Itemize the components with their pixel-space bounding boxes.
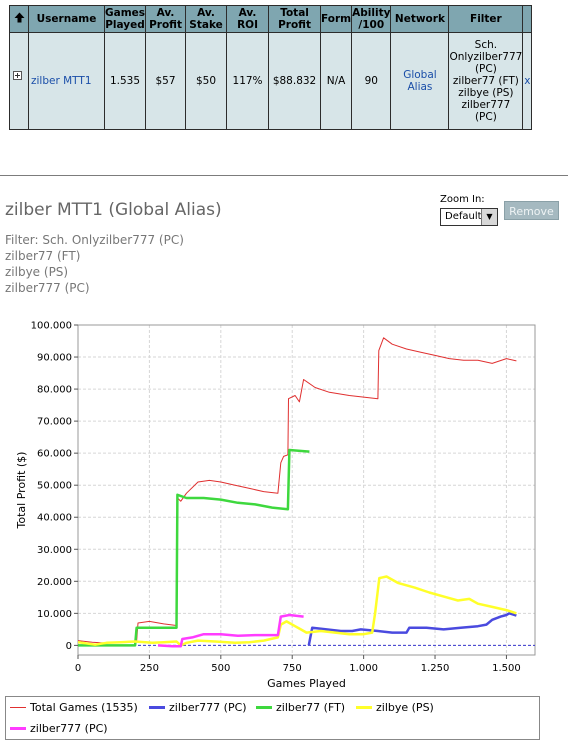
sort-up-arrow-icon[interactable] xyxy=(14,12,25,23)
cell-filter: Sch. Onlyzilber777 (PC) zilber77 (FT) zi… xyxy=(448,32,524,130)
y-tick-label: 10.000 xyxy=(37,609,72,620)
x-tick-label: 250 xyxy=(140,663,159,674)
y-tick-label: 70.000 xyxy=(37,417,72,428)
header-av-profit[interactable]: Av. Profit xyxy=(145,5,187,33)
cell-av-roi: 117% xyxy=(226,32,270,130)
y-tick-label: 60.000 xyxy=(37,449,72,460)
legend-item-zilber777-pc: zilber777 (PC) xyxy=(149,701,247,715)
y-tick-label: 80.000 xyxy=(37,385,72,396)
filter-line: Sch. xyxy=(474,39,498,51)
filter-line: (PC) xyxy=(474,63,497,75)
series-layer xyxy=(77,337,517,648)
axis-layer: 0 10.000 20.000 30.000 40.000 50.000 60.000 70.… xyxy=(31,321,521,675)
section-divider xyxy=(0,175,568,176)
sort-column-header[interactable] xyxy=(9,5,29,33)
x-tick-label: 0 xyxy=(75,663,81,674)
legend-item-zilbye-ps: zilbye (PS) xyxy=(356,701,434,715)
series-line-0 xyxy=(77,337,517,644)
legend-swatch xyxy=(10,706,26,708)
x-tick-label: 1.250 xyxy=(421,663,450,674)
cell-network[interactable]: Global Alias xyxy=(390,32,450,130)
legend-item-total-games: Total Games (1535) xyxy=(10,701,138,715)
series-line-3 xyxy=(77,575,517,647)
header-av-stake[interactable]: Av. Stake xyxy=(185,5,228,33)
table-header-row: Username Games Played Av. Profit Av. Stake … xyxy=(9,5,533,33)
profit-chart: 0 10.000 20.000 30.000 40.000 50.000 60.000 70.… xyxy=(15,321,536,690)
remove-row-button[interactable]: x xyxy=(524,75,531,87)
username-link[interactable]: zilber MTT1 xyxy=(31,75,92,87)
network-link[interactable]: Global Alias xyxy=(403,69,437,93)
x-tick-label: 500 xyxy=(211,663,230,674)
y-tick-label: 100.000 xyxy=(31,321,72,332)
filter-line: zilber777 xyxy=(461,99,511,111)
filter-line: zilber77 (FT) xyxy=(452,75,519,87)
chart-filter-text: Filter: Sch. Onlyzilber777 (PC) zilber77… xyxy=(5,232,184,296)
cell-form: N/A xyxy=(320,32,353,130)
legend-swatch xyxy=(256,705,272,709)
legend-swatch xyxy=(10,726,26,730)
cell-games-played: 1.535 xyxy=(103,32,147,130)
expand-cell[interactable] xyxy=(9,32,29,130)
remove-button[interactable]: Remove xyxy=(504,201,559,220)
header-username[interactable]: Username xyxy=(28,5,105,33)
cell-av-stake: $50 xyxy=(185,32,228,130)
legend-swatch xyxy=(149,705,165,709)
cell-username[interactable]: zilber MTT1 xyxy=(28,32,105,130)
header-filter[interactable]: Filter xyxy=(448,5,524,33)
header-total-profit[interactable]: Total Profit xyxy=(268,5,322,33)
y-tick-label: 90.000 xyxy=(37,353,72,364)
cell-remove[interactable]: x xyxy=(522,32,533,130)
player-stats-table: Username Games Played Av. Profit Av. Stake … xyxy=(9,5,533,130)
filter-line: zilbye (PS) xyxy=(458,87,514,99)
header-av-roi[interactable]: Av. ROI xyxy=(226,5,270,33)
y-tick-label: 30.000 xyxy=(37,545,72,556)
chart-grid xyxy=(77,324,535,655)
zoom-select[interactable]: Default ▼ xyxy=(440,208,498,226)
header-form[interactable]: Form xyxy=(320,5,353,33)
filter-text-line: zilber77 (FT) xyxy=(5,249,81,263)
header-games-played[interactable]: Games Played xyxy=(103,5,147,33)
cell-total-profit: $88.832 xyxy=(268,32,322,130)
zoom-label: Zoom In: xyxy=(440,194,485,205)
header-remove xyxy=(522,5,533,33)
y-tick-label: 40.000 xyxy=(37,513,72,524)
legend-item-zilber777-pc-2: zilber777 (PC) xyxy=(10,722,108,736)
series-line-2 xyxy=(78,448,310,647)
chart-legend: Total Games (1535) zilber777 (PC) zilber… xyxy=(5,696,540,740)
x-tick-label: 1.000 xyxy=(349,663,378,674)
y-tick-label: 50.000 xyxy=(37,481,72,492)
chart-title: zilber MTT1 (Global Alias) xyxy=(5,200,222,220)
y-tick-label: 0 xyxy=(66,641,72,652)
filter-line: (PC) xyxy=(474,111,497,123)
y-tick-label: 20.000 xyxy=(37,577,72,588)
expand-plus-icon[interactable] xyxy=(13,71,22,80)
filter-line: Onlyzilber777 xyxy=(449,51,523,63)
x-axis-label: Games Played xyxy=(267,677,346,690)
dropdown-arrow-icon[interactable]: ▼ xyxy=(481,209,497,225)
x-tick-label: 1.500 xyxy=(492,663,521,674)
legend-swatch xyxy=(356,705,372,709)
series-line-1 xyxy=(307,612,517,646)
plot-area xyxy=(77,324,536,656)
header-network[interactable]: Network xyxy=(390,5,450,33)
table-row: zilber MTT1 1.535 $57 $50 117% $88.832 N… xyxy=(9,32,533,130)
cell-av-profit: $57 xyxy=(145,32,187,130)
y-axis-label: Total Profit ($) xyxy=(15,452,28,530)
zoom-selected-value: Default xyxy=(445,211,482,222)
filter-text-line: zilber777 (PC) xyxy=(5,281,90,295)
filter-text-line: Filter: Sch. Onlyzilber777 (PC) xyxy=(5,233,184,247)
legend-item-zilber77-ft: zilber77 (FT) xyxy=(256,701,345,715)
cell-ability: 90 xyxy=(351,32,392,130)
header-ability[interactable]: Ability/100 xyxy=(351,5,392,33)
series-line-4 xyxy=(157,613,304,648)
filter-text-line: zilbye (PS) xyxy=(5,265,69,279)
x-tick-label: 750 xyxy=(283,663,302,674)
